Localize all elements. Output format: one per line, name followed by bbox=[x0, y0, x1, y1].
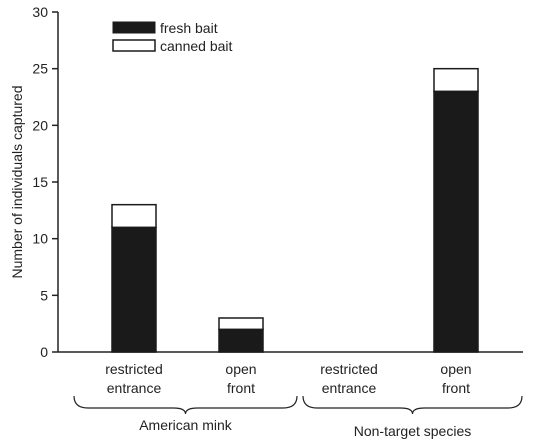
legend-label-fresh-bait: fresh bait bbox=[160, 20, 218, 36]
legend-swatch-fresh-bait bbox=[112, 21, 156, 34]
category-label: entrance bbox=[107, 380, 162, 396]
category-labels: restricted entrance open front restricted ent… bbox=[105, 361, 471, 396]
category-label: restricted bbox=[320, 361, 378, 377]
y-tick-label: 5 bbox=[40, 287, 48, 303]
y-tick-label: 15 bbox=[32, 174, 48, 190]
group-braces: American mink Non-target species bbox=[73, 395, 523, 439]
bar-segment-canned-bait bbox=[218, 317, 264, 331]
bar-segment-fresh-bait bbox=[218, 328, 264, 353]
legend: fresh bait canned bait bbox=[112, 20, 233, 54]
category-label: front bbox=[442, 380, 470, 396]
group-label: American mink bbox=[139, 417, 233, 433]
group-label: Non-target species bbox=[354, 423, 472, 439]
group-brace bbox=[73, 395, 298, 415]
y-tick-label: 20 bbox=[32, 117, 48, 133]
y-ticks: 0 5 10 15 20 25 30 bbox=[32, 4, 58, 360]
y-axis-title: Number of individuals captured bbox=[9, 86, 25, 279]
bar-segment-fresh-bait bbox=[111, 226, 157, 353]
category-label: open bbox=[225, 361, 256, 377]
legend-label-canned-bait: canned bait bbox=[160, 38, 233, 54]
bar-segment-canned-bait bbox=[433, 67, 479, 93]
y-tick-label: 25 bbox=[32, 61, 48, 77]
category-label: front bbox=[227, 380, 255, 396]
bars bbox=[111, 67, 479, 353]
category-label: restricted bbox=[105, 361, 163, 377]
y-tick-label: 0 bbox=[40, 344, 48, 360]
group-brace bbox=[302, 395, 523, 415]
bar-segment-fresh-bait bbox=[433, 90, 479, 353]
bar-segment-canned-bait bbox=[111, 203, 157, 229]
y-tick-label: 30 bbox=[32, 4, 48, 20]
category-label: open bbox=[440, 361, 471, 377]
category-label: entrance bbox=[322, 380, 377, 396]
legend-swatch-canned-bait bbox=[112, 39, 156, 52]
y-tick-label: 10 bbox=[32, 231, 48, 247]
